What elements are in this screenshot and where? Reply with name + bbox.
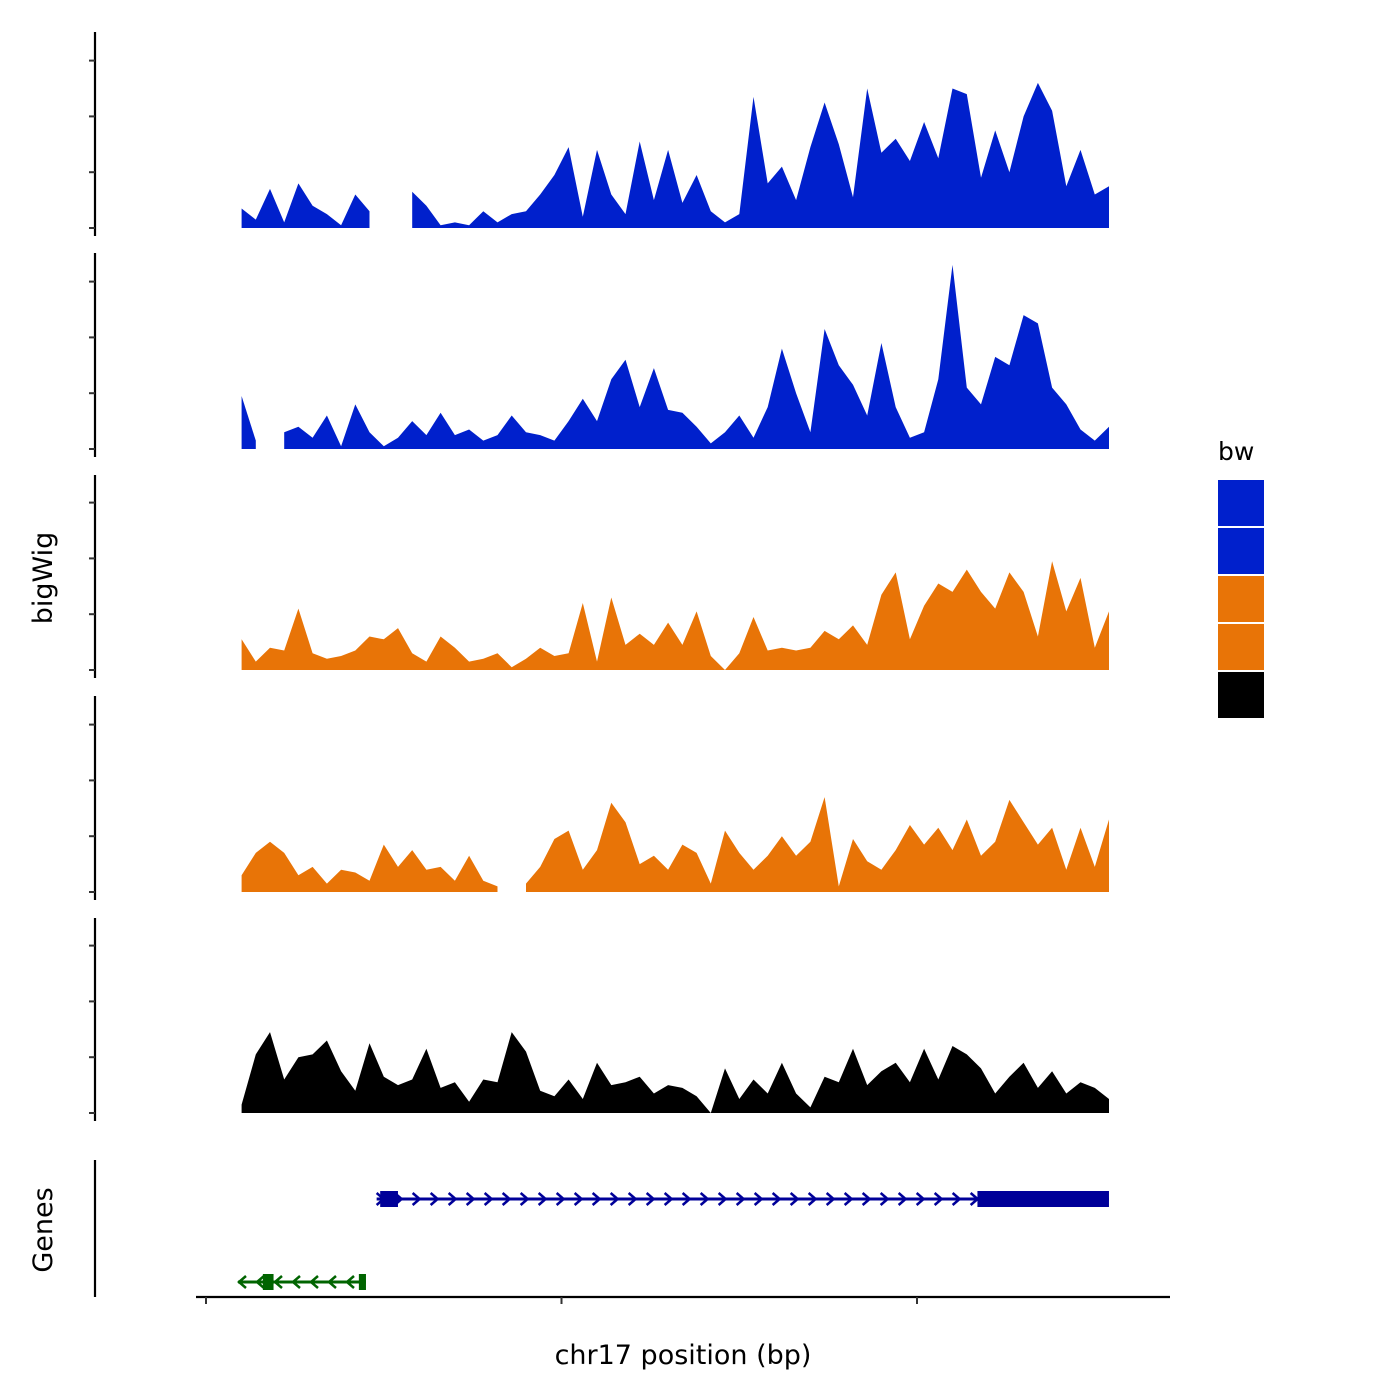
coverage-area [241, 561, 1110, 670]
coverage-area [241, 183, 370, 228]
track-e17-2 [89, 696, 1109, 900]
x-axis [196, 1295, 1170, 1304]
strand-chevron [519, 1192, 530, 1206]
bigwig-tracks [89, 32, 1110, 1121]
strand-chevron [771, 1192, 782, 1206]
strand-chevron [645, 1192, 656, 1206]
track-e17-1 [89, 475, 1110, 678]
strand-chevron [237, 1275, 247, 1289]
track-e14-1 [89, 32, 1109, 236]
strand-chevron [411, 1192, 422, 1206]
track-input [89, 918, 1110, 1121]
strand-chevron [951, 1192, 962, 1206]
strand-chevron [879, 1192, 890, 1206]
strand-chevron [501, 1192, 512, 1206]
strand-chevron [555, 1192, 566, 1206]
legend-swatch [1218, 528, 1264, 574]
strand-chevron [843, 1192, 854, 1206]
strand-chevron [591, 1192, 602, 1206]
coverage-area [412, 82, 1109, 229]
strand-chevron [897, 1192, 908, 1206]
strand-chevron [345, 1275, 355, 1289]
strand-chevron [327, 1275, 337, 1289]
strand-chevron [681, 1192, 692, 1206]
strand-chevron [735, 1192, 746, 1206]
gene-srsf7 [237, 1274, 366, 1290]
exon-block [977, 1191, 1109, 1207]
coverage-area [526, 797, 1109, 892]
genes-panel [93, 1160, 1109, 1297]
legend-swatch [1218, 576, 1264, 622]
legend-swatch [1218, 480, 1264, 526]
strand-chevron [933, 1192, 944, 1206]
coverage-area [241, 396, 256, 449]
strand-chevron [825, 1192, 836, 1206]
strand-chevron [807, 1192, 818, 1206]
strand-chevron [861, 1192, 872, 1206]
legend-title: bw [1218, 437, 1254, 466]
strand-chevron [447, 1192, 458, 1206]
strand-chevron [573, 1192, 584, 1206]
strand-chevron [537, 1192, 548, 1206]
coverage-area [284, 264, 1109, 449]
exon-block [380, 1191, 398, 1207]
legend: bw [1218, 437, 1264, 718]
coverage-area [241, 841, 498, 892]
y-axis-title: bigWig [28, 532, 59, 625]
strand-chevron [309, 1275, 319, 1289]
gene-ttc39d [375, 1191, 1109, 1207]
strand-chevron [663, 1192, 674, 1206]
strand-chevron [717, 1192, 728, 1206]
track-e14-2 [89, 253, 1109, 457]
strand-chevron [465, 1192, 476, 1206]
strand-chevron [291, 1275, 301, 1289]
strand-chevron [627, 1192, 638, 1206]
strand-chevron [429, 1192, 440, 1206]
strand-chevron [915, 1192, 926, 1206]
strand-chevron [255, 1275, 265, 1289]
legend-swatch [1218, 672, 1264, 718]
exon-block [262, 1274, 274, 1290]
strand-chevron [753, 1192, 764, 1206]
exon-block [358, 1274, 366, 1290]
strand-chevron [789, 1192, 800, 1206]
legend-swatch [1218, 624, 1264, 670]
x-axis-title: chr17 position (bp) [555, 1340, 812, 1371]
strand-chevron [483, 1192, 494, 1206]
coverage-area [241, 1032, 1110, 1113]
strand-chevron [609, 1192, 620, 1206]
strand-chevron [273, 1275, 283, 1289]
strand-chevron [699, 1192, 710, 1206]
genes-axis-title: Genes [28, 1187, 59, 1272]
